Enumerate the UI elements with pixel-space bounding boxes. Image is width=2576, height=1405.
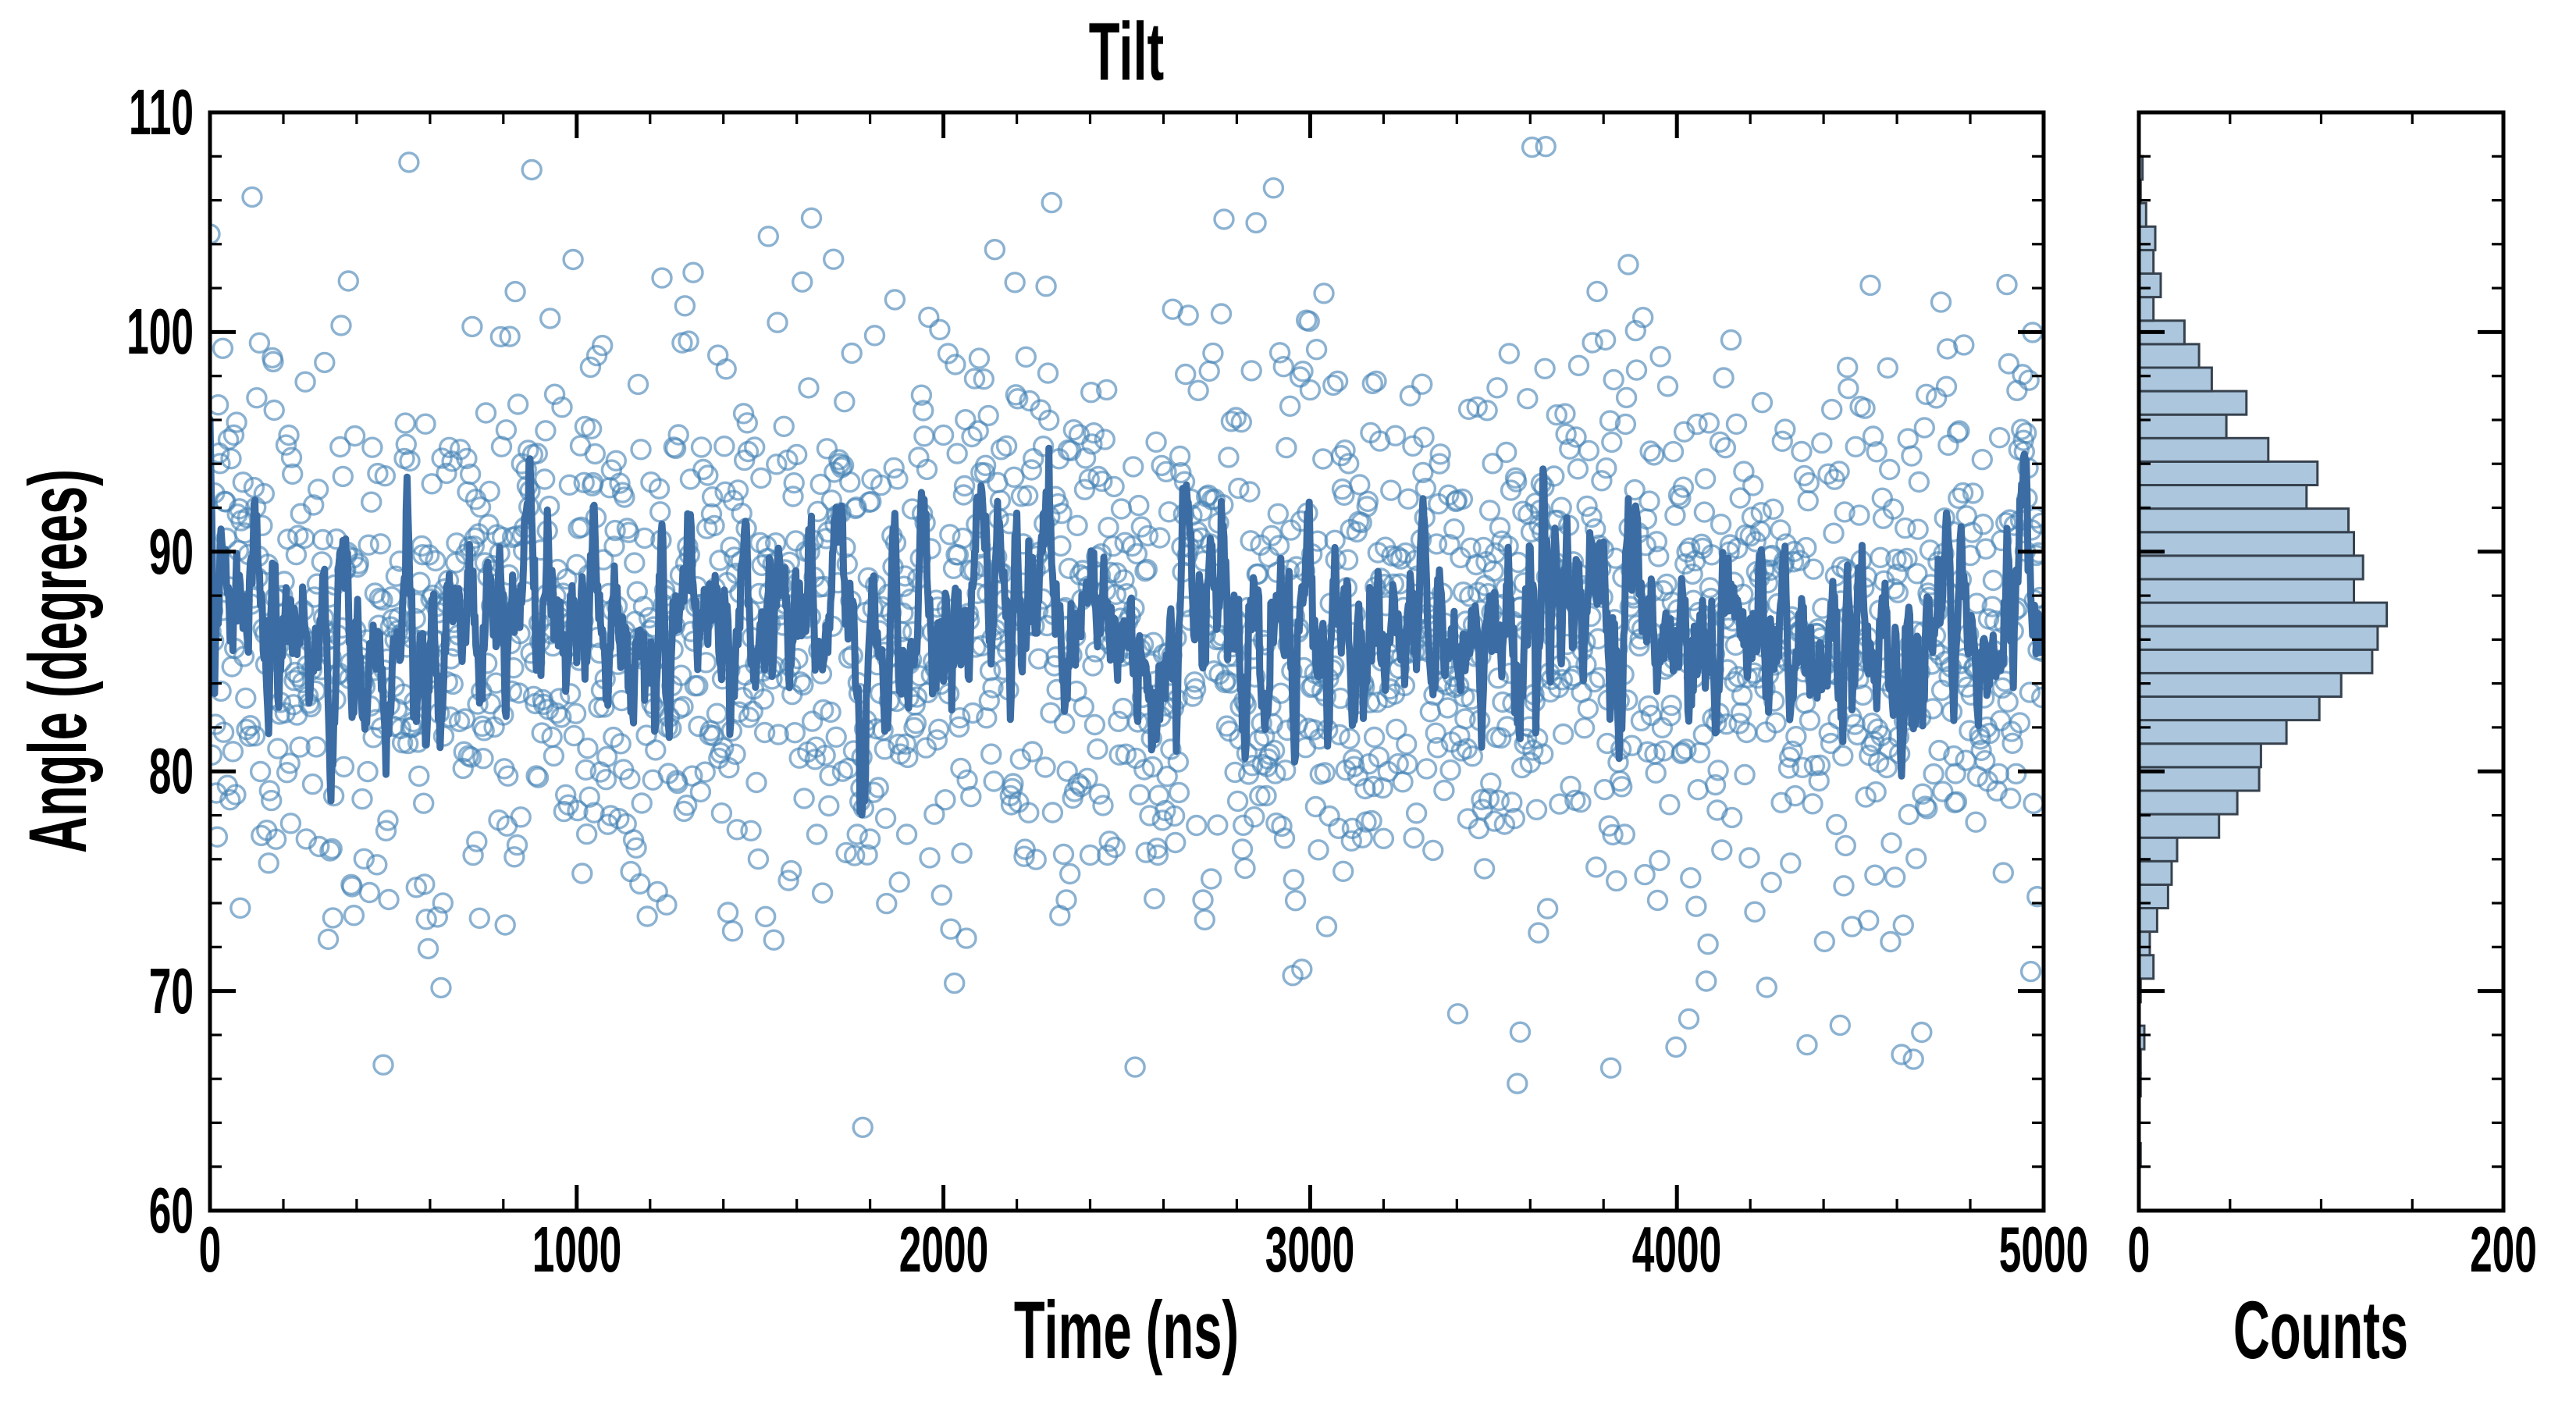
x-tick-label-hist: 200 [2470, 1213, 2537, 1286]
y-tick-label: 70 [148, 954, 194, 1027]
x-axis-label-main: Time (ns) [1013, 1285, 1240, 1376]
histogram-bars [2139, 155, 2389, 1168]
x-axis-label-hist: Counts [2233, 1285, 2409, 1376]
plot-title: Tilt [1088, 6, 1165, 98]
x-tick-label-main: 1000 [532, 1213, 622, 1286]
y-tick-label: 110 [128, 76, 194, 148]
y-tick-label: 80 [148, 735, 194, 808]
x-tick-label-main: 5000 [1998, 1213, 2089, 1286]
y-tick-label: 60 [148, 1174, 194, 1247]
x-tick-label-hist: 0 [2127, 1213, 2151, 1286]
y-tick-label: 100 [126, 295, 194, 368]
x-tick-label-main: 0 [198, 1213, 222, 1286]
x-tick-label-main: 2000 [898, 1213, 988, 1286]
y-tick-label: 90 [148, 514, 194, 588]
running-average-line [210, 415, 2044, 819]
axes-spines-and-ticks [208, 110, 2506, 1213]
x-tick-label-main: 4000 [1631, 1213, 1722, 1286]
x-tick-label-main: 3000 [1265, 1213, 1355, 1286]
